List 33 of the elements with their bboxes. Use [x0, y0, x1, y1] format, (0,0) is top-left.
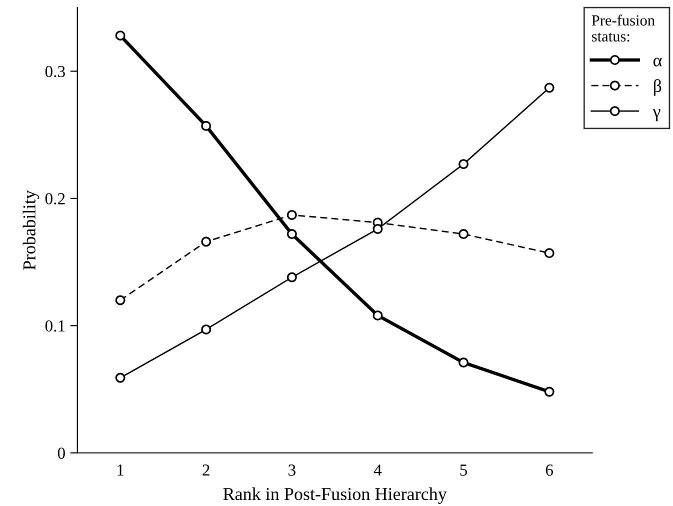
- point: [115, 30, 126, 41]
- x-tick-label: 6: [546, 464, 554, 476]
- point: [286, 210, 297, 220]
- point: [286, 272, 297, 282]
- point: [201, 120, 212, 131]
- x-tick-label: 4: [374, 464, 382, 476]
- point: [458, 159, 469, 170]
- point: [544, 248, 554, 258]
- x-axis-title: Rank in Post-Fusion Hierarchy: [223, 487, 447, 504]
- point: [458, 358, 469, 368]
- x-tick-label: 2: [202, 464, 210, 476]
- point: [544, 386, 554, 397]
- point: [201, 324, 212, 334]
- legend-label: β: [654, 79, 662, 96]
- legend-label: γ: [652, 109, 660, 122]
- point: [458, 229, 469, 240]
- point: [372, 310, 383, 320]
- legend-label: α: [653, 58, 662, 66]
- point: [201, 236, 212, 247]
- y-tick-label: 0.1: [45, 320, 65, 332]
- x-tick-label: 5: [460, 464, 468, 476]
- x-tick-label: 1: [118, 464, 124, 476]
- x-tick-label: 3: [288, 464, 296, 476]
- point: [115, 372, 126, 383]
- point: [372, 224, 383, 234]
- legend-title: Pre-fusion status:: [592, 14, 655, 42]
- y-tick-label: 0: [58, 448, 65, 459]
- point: [286, 229, 297, 240]
- point: [544, 82, 554, 93]
- point: [115, 295, 126, 306]
- y-axis-title: Probability: [22, 190, 40, 270]
- y-tick-label: 0.3: [45, 66, 65, 78]
- y-tick-label: 0.2: [45, 193, 65, 204]
